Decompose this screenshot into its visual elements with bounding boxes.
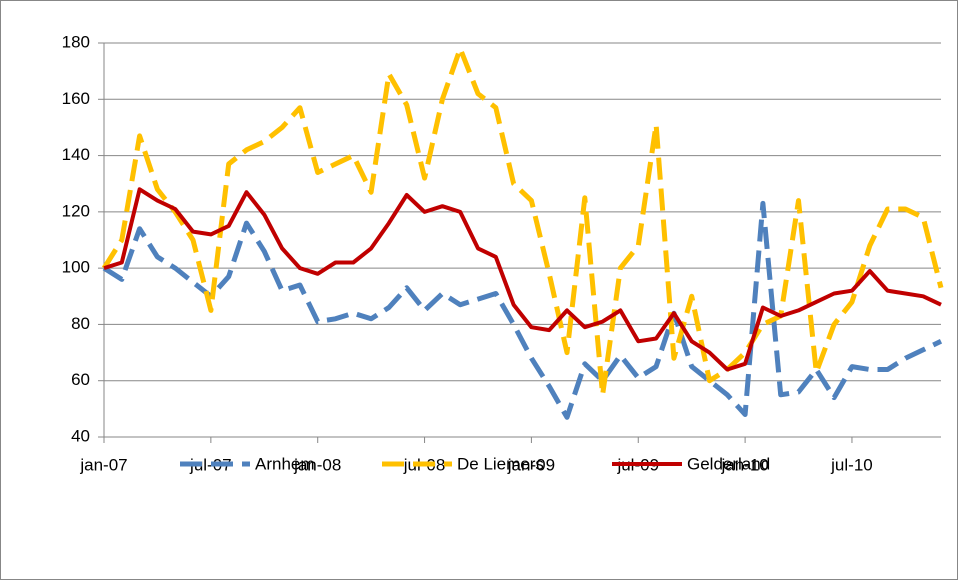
y-tick-label: 80 — [71, 314, 90, 333]
y-tick-label: 160 — [62, 89, 90, 108]
x-tick-label: jul-10 — [830, 455, 873, 474]
y-tick-label: 100 — [62, 258, 90, 277]
x-tick-label: jan-08 — [293, 455, 341, 474]
x-tick-label: jul-07 — [189, 455, 232, 474]
y-tick-label: 40 — [71, 426, 90, 445]
legend-label: De Liemers — [457, 454, 544, 473]
x-tick-label: jan-10 — [720, 455, 768, 474]
x-tick-label: jan-09 — [507, 455, 555, 474]
y-tick-label: 60 — [71, 370, 90, 389]
x-tick-label: jan-07 — [79, 455, 127, 474]
y-tick-label: 120 — [62, 201, 90, 220]
y-tick-label: 180 — [62, 32, 90, 51]
series-line — [103, 187, 942, 372]
y-tick-label: 140 — [62, 145, 90, 164]
legend-label: Gelderland — [687, 454, 770, 473]
series-line — [102, 200, 943, 420]
legend-label: Arnhem — [255, 454, 315, 473]
series-line — [101, 46, 944, 398]
